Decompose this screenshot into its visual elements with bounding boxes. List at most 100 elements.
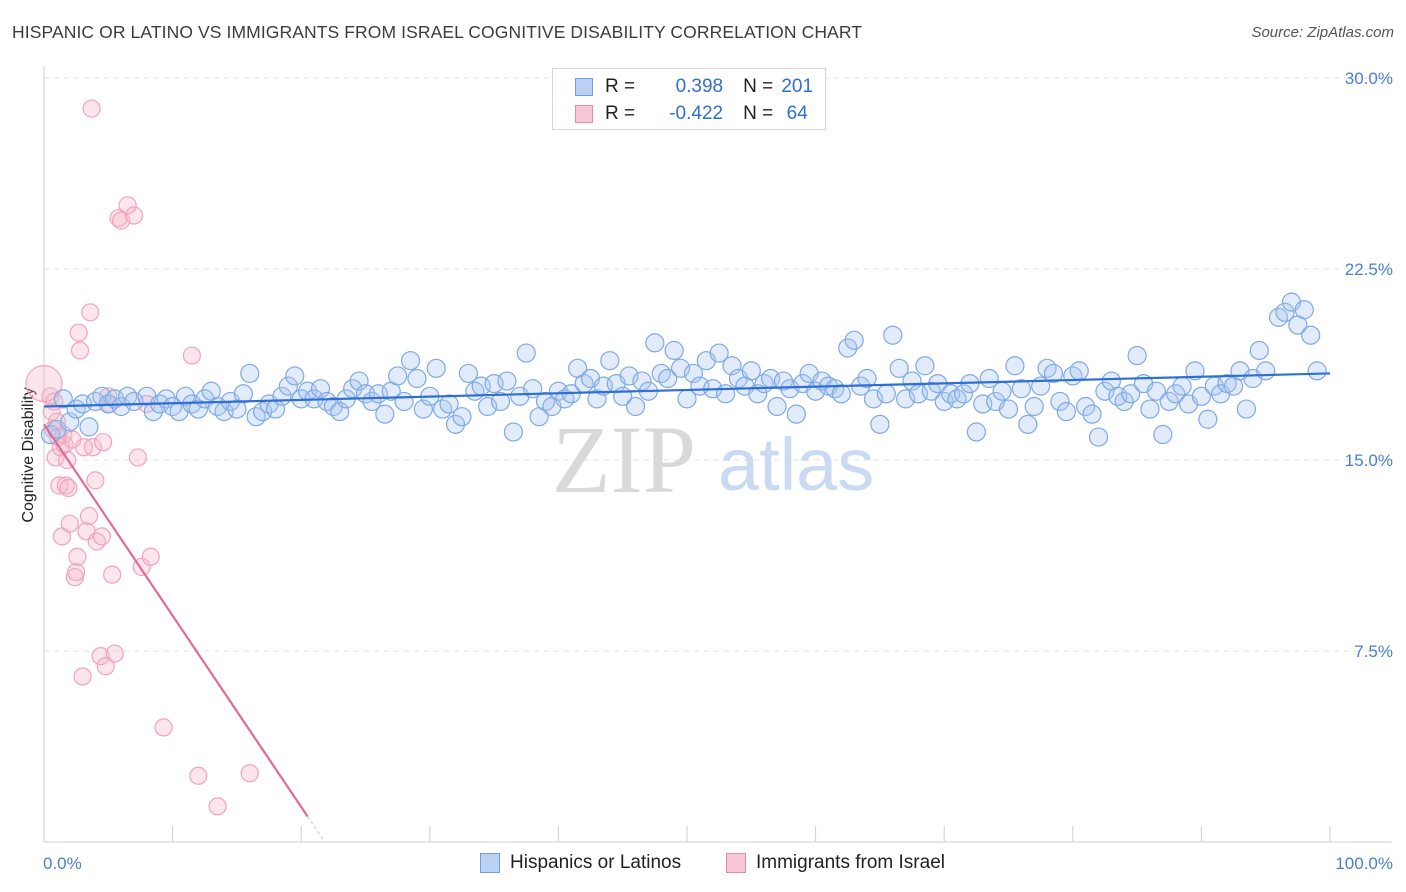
y-tick-label: 30.0% xyxy=(1345,69,1393,88)
chart-title: HISPANIC OR LATINO VS IMMIGRANTS FROM IS… xyxy=(12,22,863,42)
source-credit: Source: ZipAtlas.com xyxy=(1251,24,1394,41)
scatter-point-hispanic xyxy=(497,371,517,391)
scatter-point-israel xyxy=(105,644,124,663)
scatter-point-hispanic xyxy=(664,340,684,361)
scatter-point-hispanic xyxy=(388,366,408,386)
scatter-point-hispanic xyxy=(1037,358,1057,378)
scatter-point-israel xyxy=(208,797,227,816)
scatter-point-israel xyxy=(86,471,105,490)
legend-row-hispanic: R = 0.398 N = 201 xyxy=(575,75,815,99)
scatter-point-israel xyxy=(91,646,110,666)
scatter-point-israel xyxy=(69,323,88,342)
trend-lines xyxy=(43,372,1331,840)
scatter-point-israel xyxy=(79,506,99,526)
scatter-point-hispanic xyxy=(1172,376,1192,396)
scatter-point-hispanic xyxy=(953,384,974,404)
bottom-legend-label: Immigrants from Israel xyxy=(756,852,945,873)
scatter-point-hispanic xyxy=(285,366,305,386)
scatter-point-hispanic xyxy=(870,414,890,434)
scatter-point-hispanic xyxy=(1166,384,1186,404)
y-tick-label: 7.5% xyxy=(1354,642,1393,661)
scatter-point-hispanic xyxy=(600,351,620,371)
legend-swatch-blue xyxy=(575,78,593,96)
scatter-point-hispanic xyxy=(124,391,144,412)
scatter-point-hispanic xyxy=(1185,361,1205,381)
scatter-point-hispanic xyxy=(426,358,446,378)
scatter-point-hispanic xyxy=(240,363,260,384)
scatter-point-israel xyxy=(240,764,259,783)
scatter-point-hispanic xyxy=(1159,391,1179,412)
scatter-point-israel xyxy=(141,547,160,566)
scatter-point-israel xyxy=(68,547,87,566)
scatter-point-hispanic xyxy=(741,361,761,381)
scatter-point-hispanic xyxy=(1249,340,1269,361)
scatter-point-hispanic xyxy=(863,389,884,409)
scatter-point-hispanic xyxy=(883,325,903,345)
scatter-point-hispanic xyxy=(1005,356,1025,376)
scatter-point-hispanic xyxy=(1056,402,1076,422)
scatter-point-hispanic xyxy=(53,389,73,409)
scatter-point-hispanic xyxy=(407,368,427,389)
scatter-point-hispanic xyxy=(1082,404,1102,424)
bottom-legend-swatch-blue xyxy=(480,853,500,873)
scatter-point-hispanic xyxy=(876,384,896,404)
scatter-point-hispanic xyxy=(188,399,208,419)
scatter-point-hispanic xyxy=(1294,300,1314,320)
scatter-point-hispanic xyxy=(992,381,1012,401)
scatter-point-hispanic xyxy=(1268,307,1289,327)
scatter-point-hispanic xyxy=(1114,391,1134,412)
scatter-point-hispanic xyxy=(175,386,196,406)
scatter-point-hispanic xyxy=(503,422,523,442)
scatter-point-israel xyxy=(189,766,208,785)
scatter-point-hispanic xyxy=(458,363,478,384)
scatter-point-hispanic xyxy=(1018,414,1038,434)
scatter-point-hispanic xyxy=(400,351,421,371)
bottom-legend-israel: Immigrants from Israel xyxy=(726,852,945,874)
scatter-point-israel xyxy=(83,438,102,457)
scatter-point-hispanic xyxy=(1088,427,1109,447)
scatter-point-israel xyxy=(128,448,147,467)
watermark-zip: ZIP xyxy=(552,406,696,513)
scatter-point-hispanic xyxy=(998,399,1019,419)
scatter-point-hispanic xyxy=(246,407,266,427)
bottom-legend-hispanic: Hispanics or Latinos xyxy=(480,852,681,874)
scatter-point-hispanic xyxy=(780,379,800,399)
scatter-point-hispanic xyxy=(921,381,941,401)
scatter-point-hispanic xyxy=(645,333,665,353)
scatter-point-hispanic xyxy=(767,396,787,417)
gridlines xyxy=(44,77,1392,652)
scatter-point-hispanic xyxy=(1146,381,1166,401)
scatter-point-israel xyxy=(70,341,90,360)
scatter-point-hispanic xyxy=(844,330,864,350)
scatter-point-hispanic xyxy=(670,358,691,378)
scatter-point-hispanic xyxy=(433,399,453,419)
scatter-point-hispanic xyxy=(1198,409,1218,429)
legend-row-israel: R = -0.422 N = 64 xyxy=(575,102,815,126)
scatter-point-hispanic xyxy=(1069,361,1089,381)
scatter-point-hispanic xyxy=(111,396,131,417)
scatter-point-hispanic xyxy=(709,343,729,363)
scatter-point-israel xyxy=(96,657,115,676)
legend-r-label: R = xyxy=(605,76,636,97)
scatter-point-israel xyxy=(154,718,173,737)
scatter-point-hispanic xyxy=(555,389,575,409)
legend-r-value: 0.398 xyxy=(675,76,724,97)
y-axis: 7.5% 15.0% 22.5% 30.0% xyxy=(43,66,1393,842)
scatter-point-hispanic xyxy=(1043,363,1064,384)
scatter-point-hispanic xyxy=(1011,379,1031,399)
watermark: ZIP atlas xyxy=(552,406,874,513)
scatter-point-hispanic xyxy=(79,417,99,437)
scatter-point-hispanic xyxy=(786,404,806,424)
scatter-point-israel xyxy=(81,303,100,322)
scatter-point-hispanic xyxy=(966,422,986,442)
scatter-point-israel xyxy=(56,476,75,495)
scatter-point-israel xyxy=(25,365,63,403)
scatter-point-hispanic xyxy=(1076,396,1096,417)
y-tick-label: 22.5% xyxy=(1345,260,1393,279)
scatter-point-hispanic xyxy=(625,396,646,417)
bottom-legend-label: Hispanics or Latinos xyxy=(510,852,682,873)
scatter-point-israel xyxy=(124,206,144,225)
series-pink-points xyxy=(25,99,259,816)
legend-r-value: -0.422 xyxy=(669,103,724,124)
